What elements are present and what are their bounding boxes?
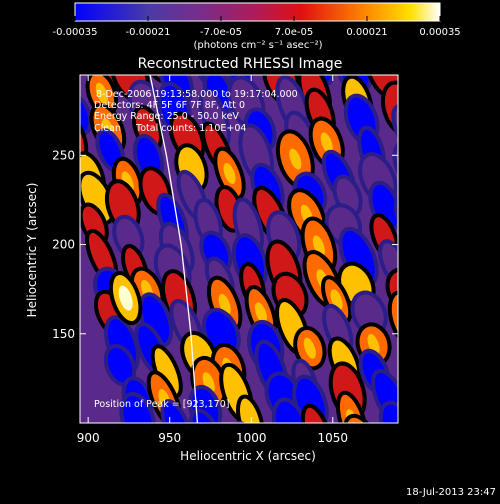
heatmap-blob-core <box>244 410 257 423</box>
heatmap-blob-core <box>441 342 458 366</box>
heatmap-blob-core <box>90 187 103 209</box>
heatmap-blob-core <box>320 132 333 154</box>
heatmap-blob-core <box>350 274 363 296</box>
x-tick-label: 950 <box>158 431 181 445</box>
x-axis-label: Heliocentric X (arcsec) <box>180 449 316 463</box>
heatmap-blob <box>428 329 471 379</box>
colorbar-tick-label: 0.00021 <box>346 27 387 38</box>
heatmap-blob <box>401 354 436 406</box>
info-time-range: 8-Dec-2006 19:13:58.000 to 19:17:04.000 <box>96 89 298 100</box>
x-tick-label: 1050 <box>317 431 348 445</box>
heatmap-blob <box>119 391 157 423</box>
heatmap-blob-core <box>433 445 450 469</box>
peak-core <box>118 285 133 311</box>
colorbar <box>74 2 441 22</box>
heatmap-blob <box>345 437 391 500</box>
heatmap-blob <box>399 214 441 274</box>
info-detectors: Detectors: 4F 5F 6F 7F 8F, Att 0 <box>94 100 245 111</box>
heatmap-blob <box>378 239 398 288</box>
heatmap-blob-core <box>398 307 415 331</box>
heatmap-blob-core <box>410 368 427 392</box>
heatmap-blob <box>35 0 74 29</box>
heatmap-blob <box>444 388 487 440</box>
heatmap-blob <box>420 265 465 328</box>
heatmap-blob <box>416 301 460 360</box>
heatmap-blob <box>420 429 464 484</box>
heatmap-blob-core <box>353 429 370 453</box>
timestamp: 18-Jul-2013 23:47 <box>406 487 496 498</box>
heatmap-blob <box>23 0 61 3</box>
heatmap-blob-core <box>52 78 69 102</box>
heatmap-blob <box>42 63 80 118</box>
heatmap-blob <box>271 397 310 423</box>
heatmap-blob <box>304 75 335 86</box>
colorbar-ticks: -0.00035 -0.00021 -7.0e-05 7.0e-05 0.00021 0.… <box>53 16 461 38</box>
heatmap-blob <box>371 369 398 423</box>
heatmap-blob-core <box>360 457 377 481</box>
heatmap-blob <box>342 413 381 423</box>
heatmap-blob <box>449 408 483 463</box>
heatmap-image <box>23 0 487 500</box>
heatmap-blob <box>430 352 475 409</box>
chart-title: Reconstructed RHESSI Image <box>138 56 343 72</box>
colorbar-units: (photons cm⁻² s⁻¹ asec⁻²) <box>193 40 322 51</box>
colorbar-tick-label: -0.00021 <box>126 27 171 38</box>
heatmap-blob <box>378 400 398 423</box>
heatmap-blob-core <box>303 337 316 359</box>
colorbar-tick-label: -7.0e-05 <box>200 27 242 38</box>
heatmap-blob <box>380 424 424 485</box>
heatmap-blob <box>363 15 404 74</box>
heatmap-blob <box>160 399 195 423</box>
y-axis-label: Heliocentric Y (arcsec) <box>25 183 39 318</box>
colorbar-tick-label: 0.00035 <box>419 27 460 38</box>
heatmap-blob <box>410 244 446 294</box>
x-tick-label: 900 <box>77 431 100 445</box>
x-tick-label: 1000 <box>236 431 267 445</box>
heatmap-blob <box>398 166 435 214</box>
heatmap-blob-core <box>321 455 338 479</box>
y-tick-label: 250 <box>52 148 75 162</box>
heatmap-blob-core <box>223 163 236 184</box>
axes: 900 950 1000 1050 150 200 250 <box>52 75 398 445</box>
y-tick-label: 150 <box>52 327 75 341</box>
heatmap-blob-core <box>289 148 302 170</box>
peak-position-label: Position of Peak = [923,170] <box>94 399 229 410</box>
colorbar-tick-label: 7.0e-05 <box>275 27 313 38</box>
heatmap-blob <box>403 401 448 464</box>
heatmap-blob-core <box>95 82 108 104</box>
info-clean-counts: Clean Total counts: 1.10E+04 <box>94 123 246 134</box>
heatmap-blob <box>407 386 440 431</box>
solar-limb-curve <box>149 75 199 423</box>
heatmap-blob-core <box>51 44 68 68</box>
heatmap-blob <box>80 114 89 169</box>
plot-frame <box>79 74 399 424</box>
heatmap-blob <box>300 403 334 423</box>
colorbar-tick-label: -0.00035 <box>53 27 98 38</box>
heatmap-blob <box>398 315 440 374</box>
heatmap-blob-core <box>286 316 299 338</box>
heatmap-blob-core <box>254 302 267 324</box>
y-tick-label: 200 <box>52 238 75 252</box>
info-energy-range: Energy Range: 25.0 - 50.0 keV <box>94 111 239 122</box>
heatmap-blob <box>380 80 398 136</box>
